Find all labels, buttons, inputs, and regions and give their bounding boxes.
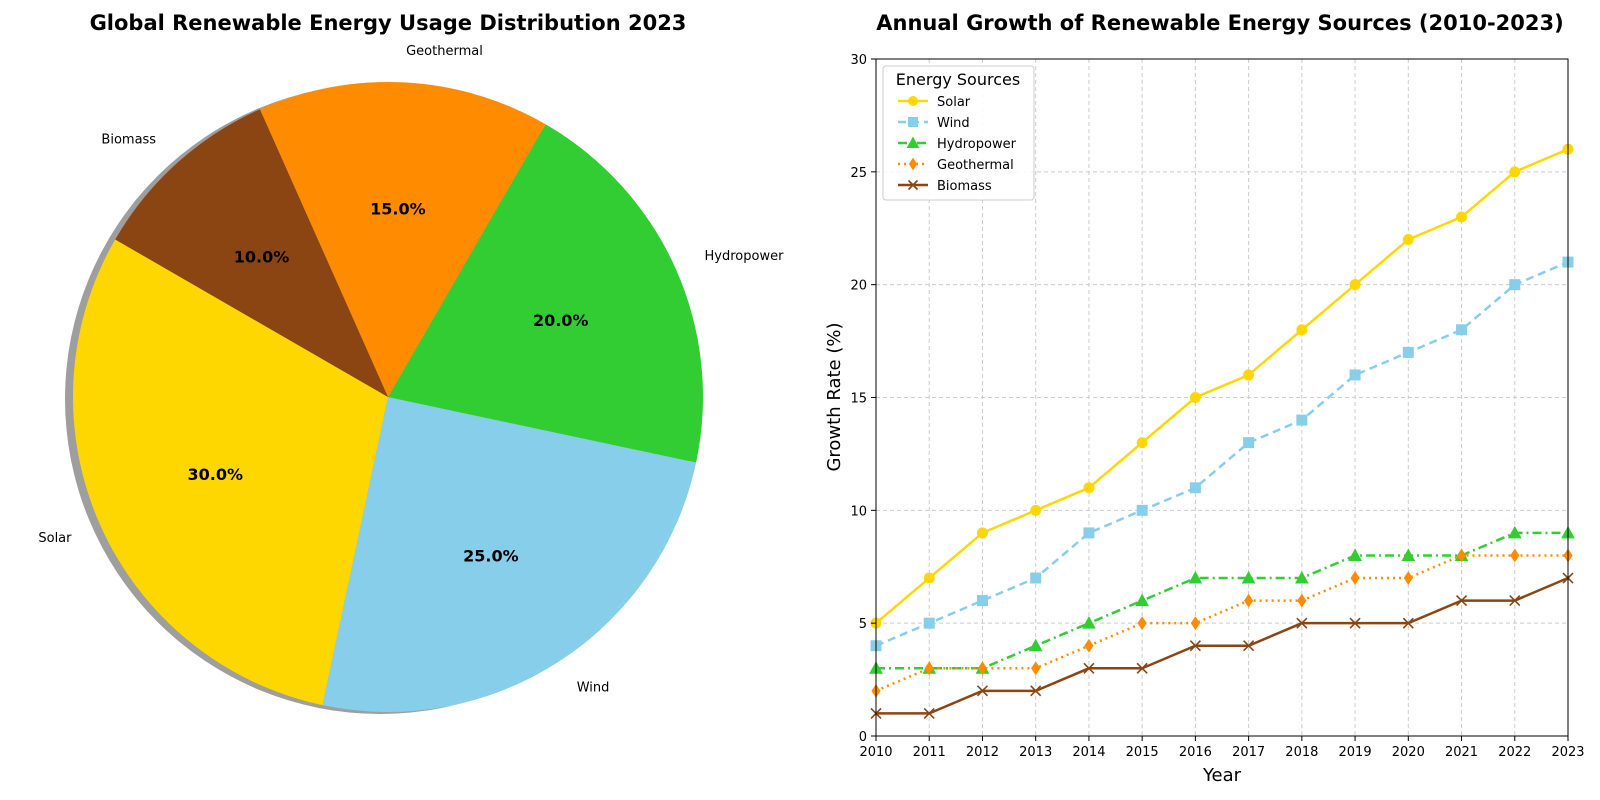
x-tick-label-2018: 2018	[1285, 745, 1318, 760]
data-point-hydropower-2015	[1136, 595, 1148, 606]
line-chart-title: Annual Growth of Renewable Energy Source…	[876, 11, 1563, 35]
x-tick-label-2021: 2021	[1445, 745, 1478, 760]
data-point-wind-2012	[977, 596, 987, 606]
y-tick-label-5: 5	[859, 617, 867, 632]
pie-percent-biomass: 10.0%	[234, 248, 290, 267]
data-point-solar-2017	[1244, 370, 1254, 380]
legend-label-wind: Wind	[937, 116, 970, 131]
pie-label-biomass: Biomass	[101, 133, 156, 148]
data-point-wind-2019	[1350, 370, 1360, 380]
data-point-hydropower-2019	[1349, 549, 1361, 560]
x-tick-label-2022: 2022	[1498, 745, 1531, 760]
legend-label-hydropower: Hydropower	[937, 137, 1017, 152]
data-point-wind-2016	[1190, 483, 1200, 493]
data-point-solar-2015	[1137, 438, 1147, 448]
y-tick-label-10: 10	[850, 504, 867, 519]
pie-chart-panel: Global Renewable Energy Usage Distributi…	[38, 11, 784, 714]
pie-percent-solar: 30.0%	[188, 465, 244, 484]
data-point-solar-2022	[1510, 167, 1520, 177]
x-tick-label-2013: 2013	[1019, 745, 1052, 760]
data-point-wind-2013	[1031, 573, 1041, 583]
data-point-geothermal-2022	[1511, 549, 1519, 561]
y-tick-label-20: 20	[850, 279, 867, 294]
x-axis-ticks: 2010 2011 2012 2013 2014 2015 2016 2017 2018 2019…	[859, 736, 1584, 760]
pie-percent-wind: 25.0%	[463, 547, 519, 566]
data-point-geothermal-2015	[1138, 617, 1146, 629]
pie-label-geothermal: Geothermal	[406, 44, 483, 59]
data-point-wind-2017	[1244, 438, 1254, 448]
legend-title: Energy Sources	[896, 70, 1020, 89]
x-tick-label-2016: 2016	[1179, 745, 1212, 760]
x-tick-label-2010: 2010	[859, 745, 892, 760]
pie-label-hydropower: Hydropower	[705, 249, 785, 264]
x-tick-label-2019: 2019	[1339, 745, 1372, 760]
data-point-wind-2015	[1137, 505, 1147, 515]
data-point-solar-2014	[1084, 483, 1094, 493]
series-wind	[871, 257, 1573, 651]
x-tick-label-2012: 2012	[966, 745, 999, 760]
data-point-solar-2019	[1350, 280, 1360, 290]
pie-label-wind: Wind	[577, 681, 610, 696]
data-point-solar-2021	[1457, 212, 1467, 222]
pie-chart-title: Global Renewable Energy Usage Distributi…	[90, 11, 687, 35]
legend-marker-solar	[909, 97, 918, 106]
y-tick-label-25: 25	[850, 166, 867, 181]
data-point-wind-2014	[1084, 528, 1094, 538]
y-tick-label-30: 30	[850, 53, 867, 68]
series-line-wind	[876, 262, 1568, 646]
line-chart-panel: Annual Growth of Renewable Energy Source…	[824, 11, 1585, 786]
data-point-wind-2022	[1510, 280, 1520, 290]
x-tick-label-2011: 2011	[913, 745, 946, 760]
data-point-wind-2018	[1297, 415, 1307, 425]
x-tick-label-2017: 2017	[1232, 745, 1265, 760]
legend-label-geothermal: Geothermal	[937, 158, 1014, 173]
data-point-solar-2018	[1297, 325, 1307, 335]
x-axis-label: Year	[1202, 765, 1242, 786]
data-point-geothermal-2016	[1191, 617, 1199, 629]
y-tick-label-15: 15	[850, 392, 867, 407]
data-point-geothermal-2013	[1032, 662, 1040, 674]
data-point-solar-2020	[1403, 235, 1413, 245]
data-point-hydropower-2013	[1030, 640, 1042, 651]
pie-slices	[73, 82, 703, 712]
pie-label-solar: Solar	[38, 531, 72, 546]
legend-label-biomass: Biomass	[937, 179, 992, 194]
data-point-geothermal-2017	[1245, 595, 1253, 607]
data-point-solar-2016	[1190, 393, 1200, 403]
x-tick-label-2023: 2023	[1551, 745, 1584, 760]
data-point-solar-2011	[924, 573, 934, 583]
data-point-geothermal-2014	[1085, 640, 1093, 652]
data-point-geothermal-2018	[1298, 595, 1306, 607]
data-point-solar-2013	[1031, 505, 1041, 515]
pie-percent-geothermal: 15.0%	[370, 199, 426, 218]
x-tick-label-2015: 2015	[1126, 745, 1159, 760]
legend-label-solar: Solar	[937, 95, 971, 110]
series-biomass	[871, 573, 1573, 718]
data-point-wind-2021	[1457, 325, 1467, 335]
legend: Energy Sources Solar Wind Hydropower Geothe…	[883, 66, 1034, 200]
y-axis-label: Growth Rate (%)	[824, 322, 845, 471]
pie-percent-hydropower: 20.0%	[533, 311, 589, 330]
data-point-geothermal-2019	[1351, 572, 1359, 584]
x-tick-label-2014: 2014	[1072, 745, 1105, 760]
x-tick-label-2020: 2020	[1392, 745, 1425, 760]
legend-marker-wind	[909, 118, 918, 127]
data-point-hydropower-2016	[1189, 572, 1201, 583]
data-point-geothermal-2020	[1404, 572, 1412, 584]
data-point-solar-2012	[977, 528, 987, 538]
data-point-wind-2020	[1403, 347, 1413, 357]
data-point-wind-2011	[924, 618, 934, 628]
y-tick-label-0: 0	[859, 730, 867, 745]
series-lines	[870, 144, 1574, 718]
